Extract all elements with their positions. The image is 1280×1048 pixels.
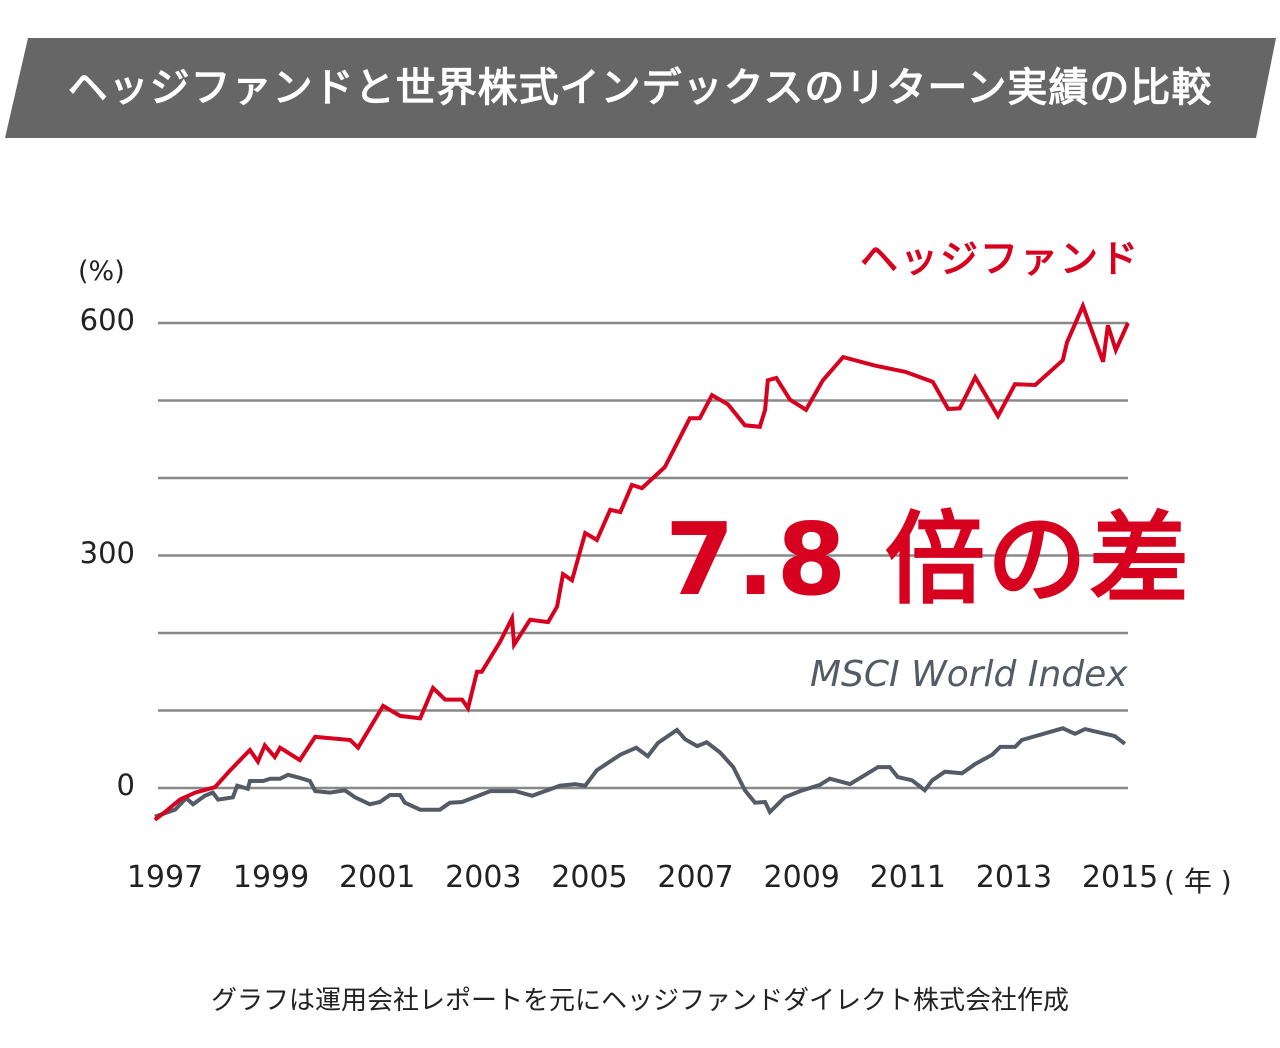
footnote: グラフは運用会社レポートを元にヘッジファンドダイレクト株式会社作成: [210, 986, 1069, 1016]
x-tick-label: 2007: [657, 860, 734, 895]
x-tick-label: 2009: [763, 860, 840, 895]
x-tick-label: 2015: [1081, 860, 1159, 895]
y-tick-label: 0: [116, 768, 135, 802]
page-title: ヘッジファンドと世界株式インデックスのリターン実績の比較: [67, 65, 1213, 111]
x-tick-label: 2005: [551, 860, 628, 895]
x-tick-label: 2003: [445, 860, 522, 895]
y-tick-label: 300: [79, 535, 135, 570]
x-tick-label: 1999: [232, 860, 310, 895]
x-tick-label: 2011: [869, 860, 946, 895]
x-tick-label: 1997: [126, 860, 204, 895]
x-tick-label: 2001: [339, 860, 416, 895]
callout-text: 7.8 倍の差: [665, 501, 1191, 618]
series-label-msci: MSCI World Index: [810, 654, 1128, 695]
y-axis-unit: (%): [78, 256, 125, 287]
series-line-msci: [154, 726, 1127, 819]
series-line-hedge-fund: [153, 300, 1130, 822]
y-tick-label: 600: [79, 303, 135, 337]
title-banner: [5, 38, 1276, 138]
series-label-hedge-fund: ヘッジファンド: [860, 237, 1141, 281]
x-tick-label: 2013: [975, 860, 1053, 895]
x-axis-unit: ( 年 ): [1164, 865, 1232, 898]
